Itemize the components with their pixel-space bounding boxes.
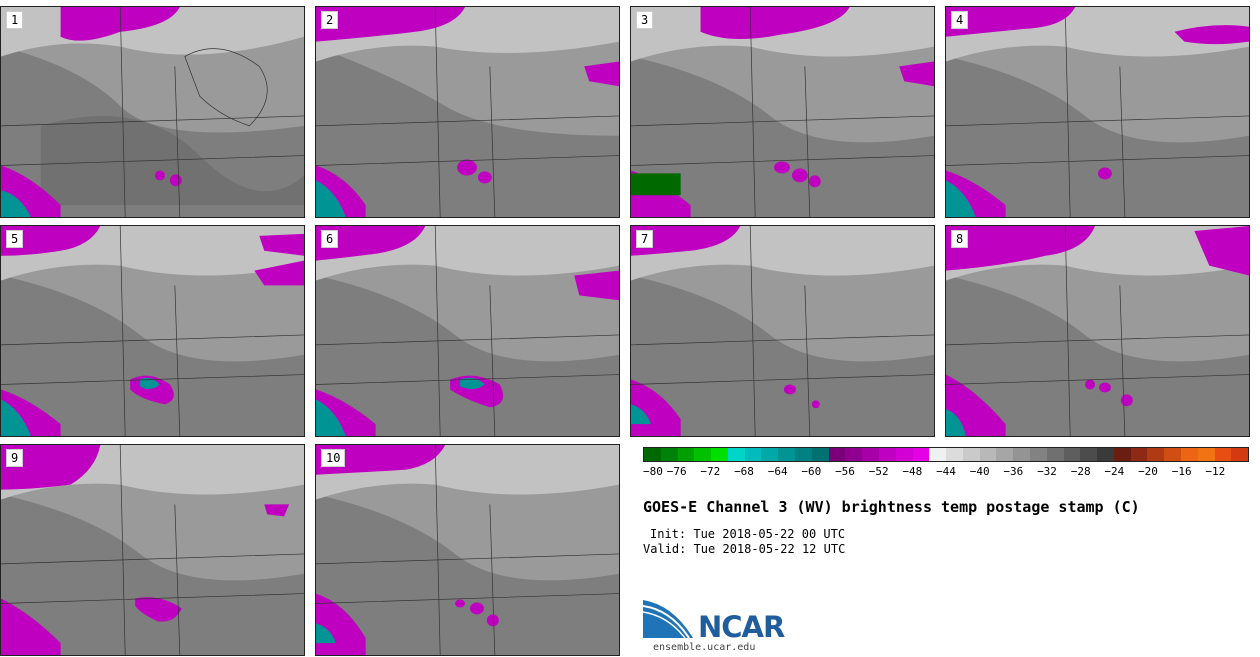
colorbar-tick-label: −64 <box>767 465 788 478</box>
stamp-panel-9: 9 <box>0 444 305 656</box>
panel-number: 5 <box>6 230 24 248</box>
colorbar-swatch <box>895 448 913 461</box>
stamp-panel-8: 8 <box>945 225 1250 437</box>
colorbar-tick-label: −48 <box>902 465 923 478</box>
panel-number: 9 <box>6 449 24 467</box>
map-plot <box>316 226 619 436</box>
chart-title: GOES-E Channel 3 (WV) brightness temp po… <box>643 498 1140 516</box>
stamp-panel-2: 2 <box>315 6 620 218</box>
colorbar-ticks: −80 −76 −72 −68 −64 −60 −56 −52 −48 −44 −40 −36 −32−… <box>643 465 1249 479</box>
map-plot <box>946 7 1249 217</box>
colorbar-swatch <box>845 448 863 461</box>
colorbar-tick-label: −80 <box>643 465 663 478</box>
logo-url: ensemble.ucar.edu <box>653 642 756 653</box>
colorbar-tick-label: −28 <box>1070 465 1091 478</box>
colorbar-swatch <box>644 448 661 461</box>
valid-time: Valid: Tue 2018-05-22 12 UTC <box>643 542 846 556</box>
map-plot <box>1 445 304 655</box>
colorbar-swatch <box>795 448 812 461</box>
panel-number: 2 <box>321 11 339 29</box>
colorbar-swatch <box>1097 448 1114 461</box>
colorbar-swatch <box>811 448 829 461</box>
colorbar-swatch <box>1029 448 1047 461</box>
colorbar-swatch <box>694 448 712 461</box>
stamp-panel-7: 7 <box>630 225 935 437</box>
colorbar-tick-label: −72 <box>700 465 721 478</box>
colorbar-swatch <box>962 448 980 461</box>
colorbar-tick-label: −52 <box>868 465 889 478</box>
colorbar-tick-label: −44 <box>936 465 956 478</box>
colorbar-swatch <box>1080 448 1098 461</box>
colorbar-swatch <box>1231 448 1249 461</box>
colorbar-swatch <box>1214 448 1232 461</box>
colorbar-swatch <box>711 448 728 461</box>
colorbar-swatch <box>912 448 930 461</box>
colorbar-swatch <box>660 448 678 461</box>
panel-number: 10 <box>321 449 346 467</box>
colorbar-tick-label: −20 <box>1138 465 1158 478</box>
map-plot <box>1 7 304 217</box>
colorbar-swatch <box>828 448 846 461</box>
colorbar-swatch <box>1113 448 1131 461</box>
colorbar-swatch <box>727 448 745 461</box>
colorbar-tick-label: −24 <box>1104 465 1125 478</box>
colorbar-tick-label: −40 <box>969 465 990 478</box>
colorbar-tick-label: −76 <box>666 465 687 478</box>
colorbar-tick-label: −32 <box>1037 465 1057 478</box>
panel-number: 4 <box>951 11 969 29</box>
map-plot <box>316 445 619 655</box>
colorbar-swatch <box>1063 448 1081 461</box>
colorbar-swatch <box>1197 448 1215 461</box>
colorbar-swatch <box>1013 448 1030 461</box>
colorbar-swatch <box>862 448 879 461</box>
colorbar-tick-label: −56 <box>835 465 855 478</box>
stamp-panel-10: 10 <box>315 444 620 656</box>
colorbar-swatch <box>1164 448 1181 461</box>
colorbar-tick-label: −16 <box>1171 465 1192 478</box>
colorbar-swatch <box>1181 448 1198 461</box>
stamp-panel-3: 3 <box>630 6 935 218</box>
map-plot <box>631 226 934 436</box>
colorbar-swatch <box>946 448 963 461</box>
logo-name: NCAR <box>698 610 785 644</box>
map-plot <box>316 7 619 217</box>
stamp-panel-1: 1 <box>0 6 305 218</box>
colorbar-tick-label: −68 <box>734 465 754 478</box>
colorbar <box>643 447 1249 462</box>
colorbar-swatch <box>778 448 796 461</box>
colorbar-tick-label: −60 <box>801 465 822 478</box>
colorbar-swatch <box>878 448 896 461</box>
panel-number: 8 <box>951 230 969 248</box>
colorbar-swatch <box>761 448 779 461</box>
panel-number: 7 <box>636 230 654 248</box>
panel-number: 6 <box>321 230 339 248</box>
stamp-panel-4: 4 <box>945 6 1250 218</box>
init-time: Init: Tue 2018-05-22 00 UTC <box>650 527 846 541</box>
stamp-panel-6: 6 <box>315 225 620 437</box>
colorbar-swatch <box>1130 448 1148 461</box>
stamp-panel-5: 5 <box>0 225 305 437</box>
colorbar-swatch <box>1147 448 1165 461</box>
colorbar-swatch <box>929 448 947 461</box>
colorbar-tick-label: −36 <box>1003 465 1024 478</box>
ncar-logo-icon <box>643 600 693 639</box>
colorbar-swatch <box>1046 448 1064 461</box>
map-plot <box>1 226 304 436</box>
colorbar-tick-label: −12 <box>1205 465 1226 478</box>
colorbar-swatch <box>979 448 997 461</box>
colorbar-swatch <box>744 448 762 461</box>
colorbar-swatch <box>677 448 695 461</box>
map-plot <box>946 226 1249 436</box>
panel-number: 1 <box>6 11 24 29</box>
map-plot <box>631 7 934 217</box>
panel-number: 3 <box>636 11 654 29</box>
colorbar-swatch <box>996 448 1014 461</box>
